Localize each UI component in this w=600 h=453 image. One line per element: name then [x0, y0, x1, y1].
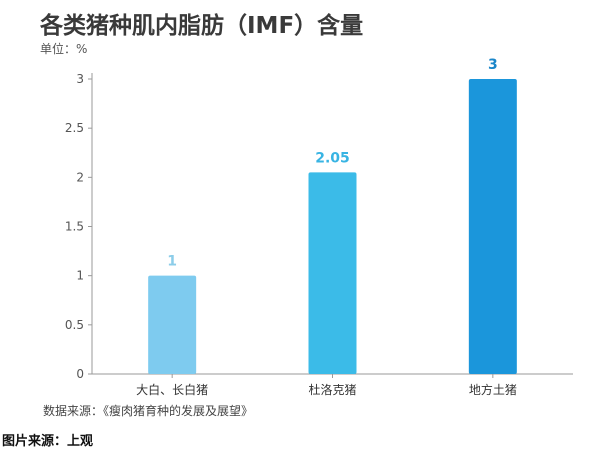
x-tick-label: 地方土猪: [469, 382, 517, 397]
data-source-note: 数据来源：《瘦肉猪育种的发展及展望》: [43, 404, 254, 418]
y-tick-label: 2: [76, 170, 84, 184]
x-tick-label: 杜洛克猪: [308, 382, 356, 397]
y-tick-label: 3: [76, 72, 84, 86]
x-tick-label: 大白、长白猪: [136, 382, 208, 397]
bar: [468, 79, 517, 374]
image-credit: 图片来源：上观: [2, 434, 94, 449]
y-tick-label: 0: [76, 367, 84, 381]
chart-title: 各类猪种肌内脂肪（IMF）含量: [40, 13, 364, 39]
y-tick-label: 0.5: [65, 318, 84, 332]
bar: [308, 172, 357, 374]
y-tick-label: 2.5: [65, 121, 84, 135]
y-tick-label: 1.5: [65, 220, 84, 234]
unit-label: 单位：%: [40, 42, 88, 56]
bar-value-label: 3: [488, 57, 498, 73]
bar: [148, 275, 197, 374]
bar-chart: 0 0.5 1 1.5 2 2.5 3 大白、长白猪 杜洛克猪 地方土猪 1 2.05 3: [65, 57, 573, 397]
bar-value-label: 2.05: [315, 150, 350, 166]
bar-value-label: 1: [167, 254, 177, 270]
y-tick-label: 1: [76, 269, 84, 283]
